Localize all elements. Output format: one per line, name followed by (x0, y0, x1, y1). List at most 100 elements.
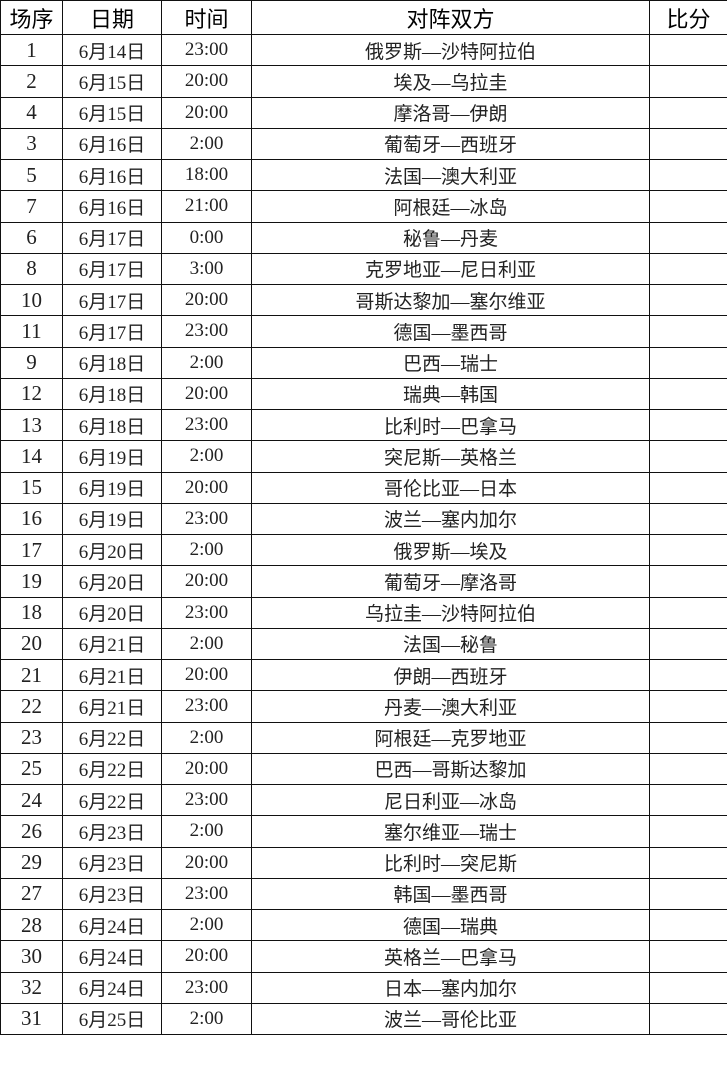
match-cell: 摩洛哥—伊朗 (251, 96, 650, 129)
seq-cell: 31 (0, 1002, 63, 1036)
seq-cell: 22 (0, 690, 63, 723)
score-cell (649, 502, 727, 536)
seq-cell: 15 (0, 471, 63, 504)
score-cell (649, 1002, 727, 1036)
date-cell: 6月17日 (62, 315, 162, 348)
date-cell: 6月23日 (62, 815, 162, 848)
date-cell: 6月25日 (62, 1002, 162, 1036)
match-cell: 俄罗斯—沙特阿拉伯 (251, 33, 650, 67)
match-cell: 日本—塞内加尔 (251, 971, 650, 1004)
time-cell: 20:00 (161, 565, 252, 598)
time-cell: 20:00 (161, 65, 252, 98)
header-score: 比分 (649, 0, 727, 35)
time-cell: 23:00 (161, 783, 252, 817)
match-cell: 英格兰—巴拿马 (251, 940, 650, 973)
seq-cell: 26 (0, 815, 63, 848)
seq-cell: 8 (0, 252, 63, 286)
time-cell: 20:00 (161, 940, 252, 973)
score-cell (649, 846, 727, 879)
seq-cell: 10 (0, 283, 63, 317)
time-cell: 2:00 (161, 346, 252, 379)
match-cell: 德国—墨西哥 (251, 315, 650, 348)
seq-cell: 25 (0, 752, 63, 786)
score-cell (649, 346, 727, 379)
header-date: 日期 (62, 0, 162, 35)
match-cell: 巴西—哥斯达黎加 (251, 752, 650, 786)
time-cell: 23:00 (161, 315, 252, 348)
seq-cell: 23 (0, 721, 63, 754)
seq-cell: 30 (0, 940, 63, 973)
seq-cell: 18 (0, 596, 63, 629)
match-cell: 塞尔维亚—瑞士 (251, 815, 650, 848)
score-cell (649, 221, 727, 254)
score-cell (649, 440, 727, 473)
time-cell: 2:00 (161, 815, 252, 848)
table-row: 5 6月16日 18:00 法国—澳大利亚 (0, 158, 727, 192)
time-cell: 23:00 (161, 596, 252, 629)
time-cell: 20:00 (161, 752, 252, 786)
table-row: 3 6月16日 2:00 葡萄牙—西班牙 (0, 127, 727, 161)
date-cell: 6月19日 (62, 471, 162, 504)
table-row: 15 6月19日 20:00 哥伦比亚—日本 (0, 471, 727, 504)
score-cell (649, 658, 727, 692)
match-cell: 比利时—巴拿马 (251, 408, 650, 442)
seq-cell: 6 (0, 221, 63, 254)
seq-cell: 4 (0, 96, 63, 129)
date-cell: 6月15日 (62, 65, 162, 98)
table-row: 24 6月22日 23:00 尼日利亚—冰岛 (0, 783, 727, 817)
score-cell (649, 690, 727, 723)
time-cell: 2:00 (161, 533, 252, 567)
table-row: 1 6月14日 23:00 俄罗斯—沙特阿拉伯 (0, 33, 727, 67)
score-cell (649, 33, 727, 67)
score-cell (649, 971, 727, 1004)
table-row: 2 6月15日 20:00 埃及—乌拉圭 (0, 65, 727, 98)
table-row: 7 6月16日 21:00 阿根廷—冰岛 (0, 190, 727, 223)
match-cell: 哥伦比亚—日本 (251, 471, 650, 504)
score-cell (649, 190, 727, 223)
seq-cell: 7 (0, 190, 63, 223)
table-row: 32 6月24日 23:00 日本—塞内加尔 (0, 971, 727, 1004)
table-row: 30 6月24日 20:00 英格兰—巴拿马 (0, 940, 727, 973)
time-cell: 2:00 (161, 627, 252, 661)
time-cell: 2:00 (161, 440, 252, 473)
match-cell: 乌拉圭—沙特阿拉伯 (251, 596, 650, 629)
seq-cell: 32 (0, 971, 63, 1004)
date-cell: 6月17日 (62, 221, 162, 254)
date-cell: 6月19日 (62, 440, 162, 473)
header-row: 场序 日期 时间 对阵双方 比分 (0, 0, 727, 35)
match-cell: 比利时—突尼斯 (251, 846, 650, 879)
match-cell: 阿根廷—冰岛 (251, 190, 650, 223)
score-cell (649, 377, 727, 411)
table-row: 8 6月17日 3:00 克罗地亚—尼日利亚 (0, 252, 727, 286)
match-cell: 瑞典—韩国 (251, 377, 650, 411)
seq-cell: 20 (0, 627, 63, 661)
date-cell: 6月17日 (62, 283, 162, 317)
score-cell (649, 533, 727, 567)
match-cell: 埃及—乌拉圭 (251, 65, 650, 98)
score-cell (649, 783, 727, 817)
date-cell: 6月24日 (62, 908, 162, 942)
table-row: 23 6月22日 2:00 阿根廷—克罗地亚 (0, 721, 727, 754)
table-row: 22 6月21日 23:00 丹麦—澳大利亚 (0, 690, 727, 723)
score-cell (649, 940, 727, 973)
match-schedule-table: 场序 日期 时间 对阵双方 比分 1 6月14日 23:00 俄罗斯—沙特阿拉伯 2 6月… (0, 0, 727, 1036)
time-cell: 3:00 (161, 252, 252, 286)
date-cell: 6月22日 (62, 721, 162, 754)
date-cell: 6月20日 (62, 533, 162, 567)
time-cell: 0:00 (161, 221, 252, 254)
score-cell (649, 877, 727, 911)
table-row: 6 6月17日 0:00 秘鲁—丹麦 (0, 221, 727, 254)
seq-cell: 17 (0, 533, 63, 567)
match-cell: 葡萄牙—摩洛哥 (251, 565, 650, 598)
score-cell (649, 471, 727, 504)
table-row: 29 6月23日 20:00 比利时—突尼斯 (0, 846, 727, 879)
match-cell: 哥斯达黎加—塞尔维亚 (251, 283, 650, 317)
seq-cell: 2 (0, 65, 63, 98)
seq-cell: 21 (0, 658, 63, 692)
time-cell: 23:00 (161, 502, 252, 536)
table-row: 18 6月20日 23:00 乌拉圭—沙特阿拉伯 (0, 596, 727, 629)
table-row: 28 6月24日 2:00 德国—瑞典 (0, 908, 727, 942)
match-cell: 巴西—瑞士 (251, 346, 650, 379)
time-cell: 20:00 (161, 96, 252, 129)
score-cell (649, 408, 727, 442)
